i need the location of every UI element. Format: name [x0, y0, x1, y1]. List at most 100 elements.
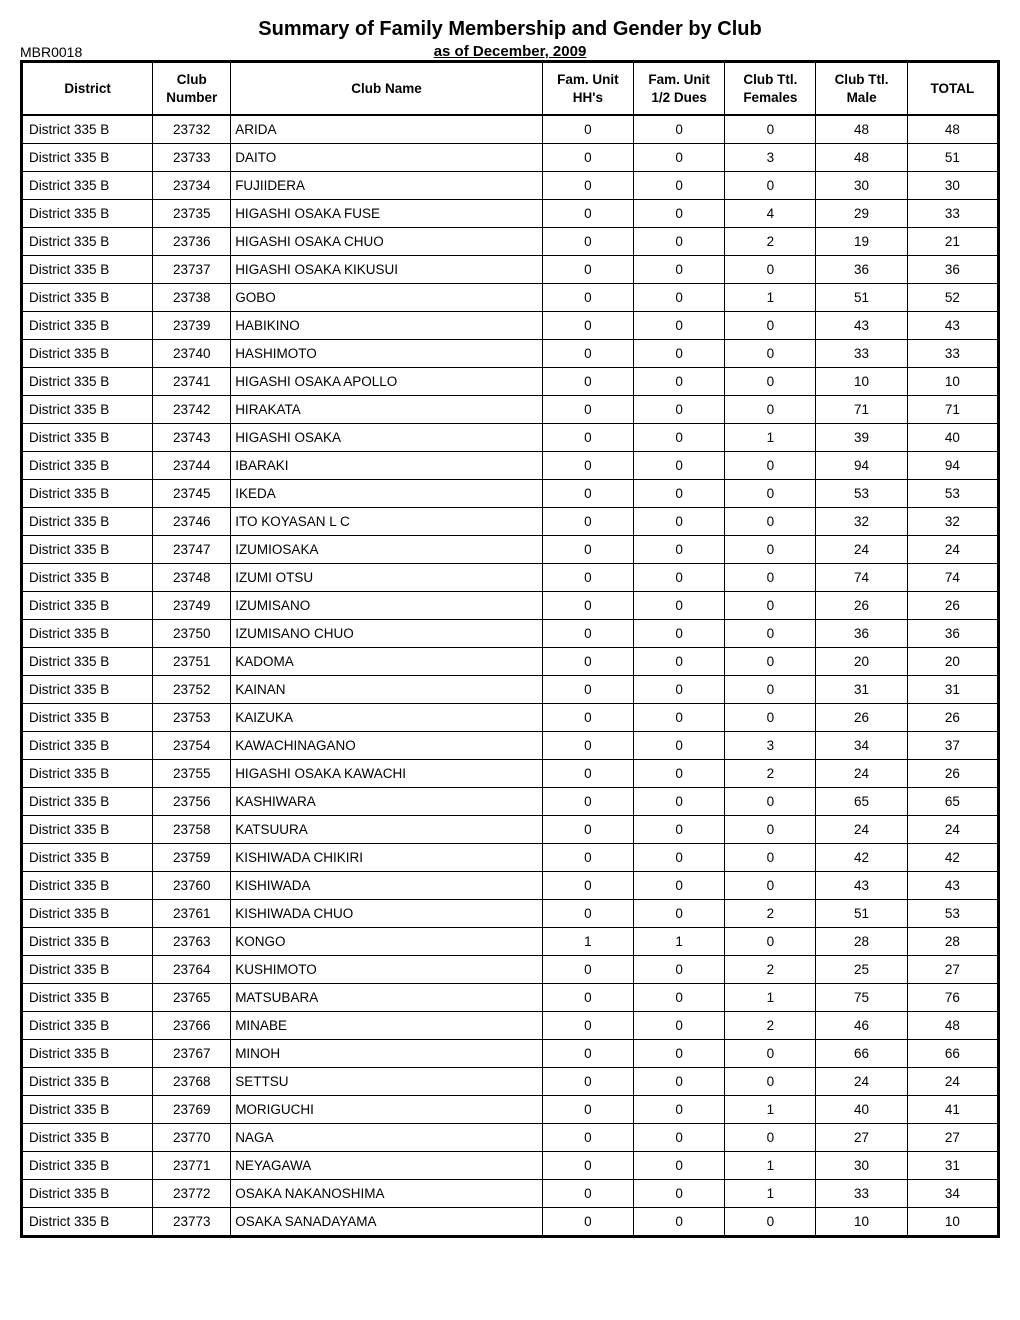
cell: District 335 B: [22, 508, 153, 536]
cell: 71: [816, 396, 907, 424]
table-row: District 335 B23766MINABE0024648: [22, 1012, 999, 1040]
report-title: Summary of Family Membership and Gender …: [20, 18, 1000, 41]
cell: 0: [542, 1068, 633, 1096]
cell: 10: [907, 1208, 998, 1237]
cell: 23747: [153, 536, 231, 564]
cell: 0: [725, 788, 816, 816]
cell: 1: [633, 928, 724, 956]
cell: 10: [907, 368, 998, 396]
cell: 39: [816, 424, 907, 452]
cell: 0: [633, 144, 724, 172]
cell: 0: [633, 1012, 724, 1040]
cell: District 335 B: [22, 1040, 153, 1068]
cell: 23752: [153, 676, 231, 704]
cell: 36: [816, 620, 907, 648]
cell: HIGASHI OSAKA KIKUSUI: [231, 256, 543, 284]
cell: 0: [542, 508, 633, 536]
table-row: District 335 B23765MATSUBARA0017576: [22, 984, 999, 1012]
cell: 1: [725, 284, 816, 312]
cell: 0: [633, 816, 724, 844]
cell: 94: [816, 452, 907, 480]
cell: 23754: [153, 732, 231, 760]
cell: 0: [542, 900, 633, 928]
cell: 19: [816, 228, 907, 256]
cell: 28: [816, 928, 907, 956]
cell: 1: [725, 424, 816, 452]
cell: 0: [542, 480, 633, 508]
cell: 53: [907, 480, 998, 508]
cell: 0: [725, 1124, 816, 1152]
table-row: District 335 B23755HIGASHI OSAKA KAWACHI…: [22, 760, 999, 788]
table-row: District 335 B23749IZUMISANO0002626: [22, 592, 999, 620]
cell: 53: [816, 480, 907, 508]
cell: 23746: [153, 508, 231, 536]
cell: 24: [816, 816, 907, 844]
cell: 0: [542, 592, 633, 620]
cell: 24: [816, 760, 907, 788]
cell: 2: [725, 760, 816, 788]
cell: 0: [725, 928, 816, 956]
cell: 23749: [153, 592, 231, 620]
cell: 23763: [153, 928, 231, 956]
col-fam-unit-hh: Fam. Unit HH's: [542, 62, 633, 116]
cell: 26: [907, 592, 998, 620]
cell: 0: [725, 704, 816, 732]
cell: District 335 B: [22, 200, 153, 228]
cell: 0: [542, 452, 633, 480]
cell: 65: [907, 788, 998, 816]
cell: District 335 B: [22, 1096, 153, 1124]
cell: SETTSU: [231, 1068, 543, 1096]
cell: 0: [633, 1152, 724, 1180]
cell: GOBO: [231, 284, 543, 312]
col-club-number: Club Number: [153, 62, 231, 116]
table-row: District 335 B23745IKEDA0005353: [22, 480, 999, 508]
cell: 0: [633, 284, 724, 312]
cell: 33: [907, 200, 998, 228]
cell: 0: [633, 592, 724, 620]
cell: HIRAKATA: [231, 396, 543, 424]
cell: 0: [725, 312, 816, 340]
cell: 0: [542, 676, 633, 704]
cell: 26: [907, 704, 998, 732]
cell: 23737: [153, 256, 231, 284]
cell: 27: [907, 956, 998, 984]
table-body: District 335 B23732ARIDA0004848District …: [22, 115, 999, 1237]
cell: ARIDA: [231, 115, 543, 144]
cell: 0: [633, 1124, 724, 1152]
cell: 23744: [153, 452, 231, 480]
cell: District 335 B: [22, 928, 153, 956]
cell: 23772: [153, 1180, 231, 1208]
cell: 23738: [153, 284, 231, 312]
cell: 43: [816, 312, 907, 340]
cell: 65: [816, 788, 907, 816]
cell: 52: [907, 284, 998, 312]
cell: HIGASHI OSAKA FUSE: [231, 200, 543, 228]
cell: 0: [633, 256, 724, 284]
cell: 36: [907, 620, 998, 648]
cell: KAINAN: [231, 676, 543, 704]
cell: 51: [816, 900, 907, 928]
cell: 23735: [153, 200, 231, 228]
cell: 0: [725, 620, 816, 648]
cell: 0: [542, 396, 633, 424]
cell: 66: [816, 1040, 907, 1068]
table-row: District 335 B23751KADOMA0002020: [22, 648, 999, 676]
cell: 25: [816, 956, 907, 984]
table-row: District 335 B23740HASHIMOTO0003333: [22, 340, 999, 368]
cell: 0: [542, 956, 633, 984]
sub-header-row: MBR0018 as of December, 2009: [20, 43, 1000, 60]
cell: 0: [725, 1040, 816, 1068]
cell: 74: [816, 564, 907, 592]
cell: District 335 B: [22, 984, 153, 1012]
cell: 23734: [153, 172, 231, 200]
cell: 29: [816, 200, 907, 228]
cell: 23766: [153, 1012, 231, 1040]
table-row: District 335 B23764KUSHIMOTO0022527: [22, 956, 999, 984]
cell: 0: [633, 872, 724, 900]
cell: 0: [633, 172, 724, 200]
cell: IZUMIOSAKA: [231, 536, 543, 564]
table-row: District 335 B23758KATSUURA0002424: [22, 816, 999, 844]
cell: 20: [816, 648, 907, 676]
cell: 0: [725, 648, 816, 676]
cell: 0: [542, 704, 633, 732]
